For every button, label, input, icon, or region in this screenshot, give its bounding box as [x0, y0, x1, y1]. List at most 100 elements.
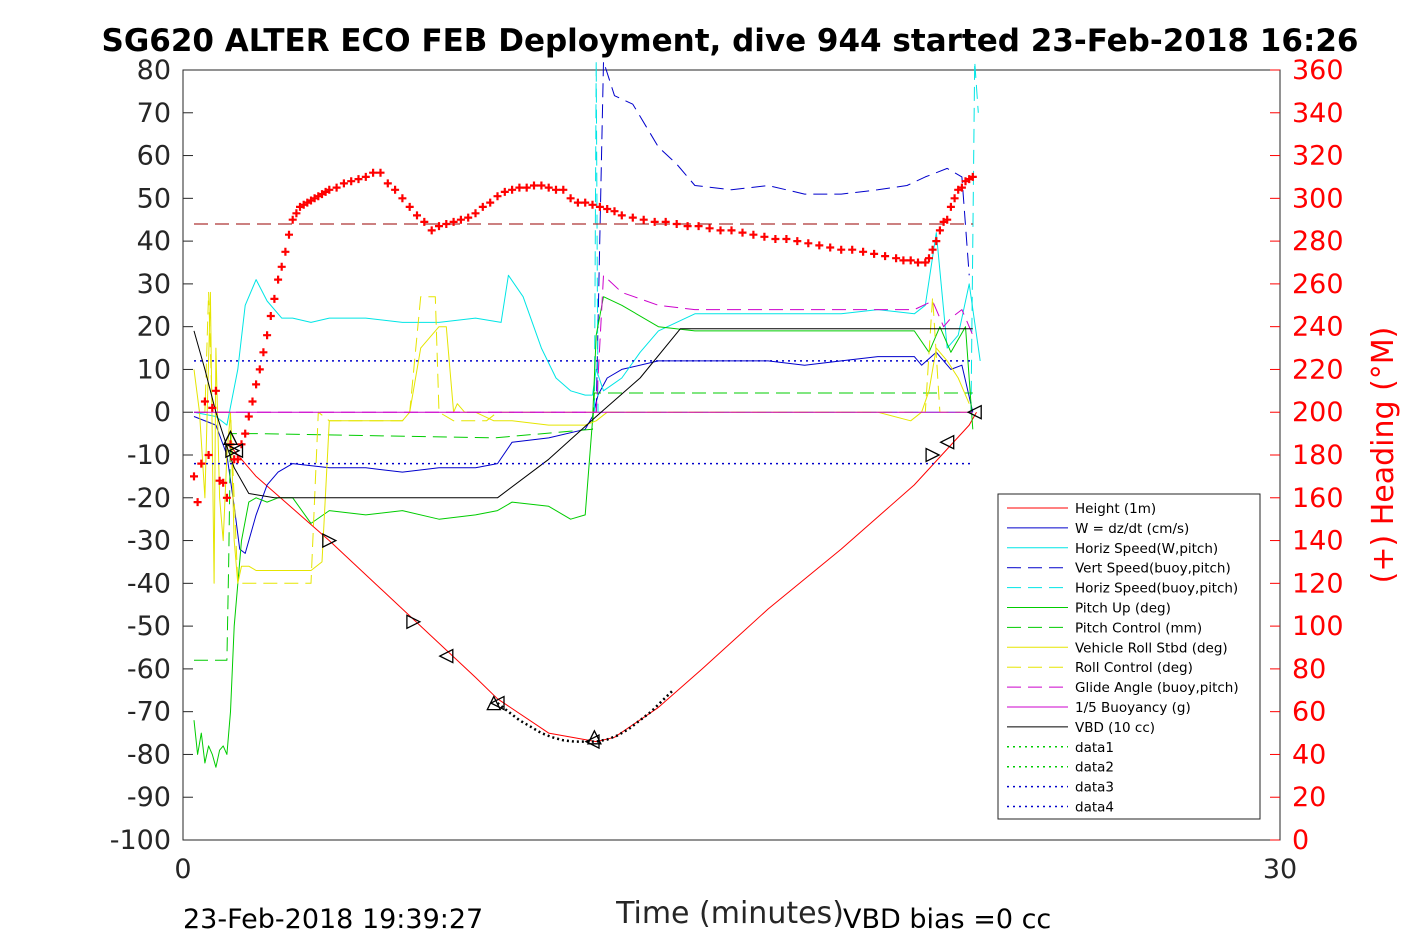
right-tick-label: 40	[1292, 739, 1326, 770]
heading-point	[405, 202, 414, 211]
heading-point	[943, 215, 952, 224]
series-height	[230, 411, 977, 743]
right-tick-label: 80	[1292, 654, 1326, 685]
heading-point	[369, 168, 378, 177]
triangle-marker	[438, 648, 454, 664]
legend-label: Horiz Speed(W,pitch)	[1075, 541, 1218, 557]
right-tick-label: 140	[1292, 526, 1344, 557]
heading-point	[398, 194, 407, 203]
triangle-marker	[228, 443, 244, 459]
heading-point	[705, 224, 714, 233]
heading-point	[515, 183, 524, 192]
left-tick-label: -40	[127, 568, 171, 599]
heading-point	[573, 198, 582, 207]
heading-point	[383, 179, 392, 188]
heading-layer	[190, 168, 977, 507]
heading-point	[738, 228, 747, 237]
left-tick-label: -10	[127, 440, 171, 471]
series-vspeed_buoy	[595, 60, 970, 413]
heading-point	[347, 177, 356, 186]
series-vbd	[193, 328, 973, 499]
heading-point	[252, 380, 261, 389]
heading-point	[292, 209, 301, 218]
left-tick-label: 80	[137, 55, 171, 86]
heading-point	[244, 412, 253, 421]
triangle-marker	[406, 614, 422, 630]
right-tick-label: 160	[1292, 483, 1344, 514]
left-tick-label: -70	[127, 697, 171, 728]
heading-point	[413, 211, 421, 220]
heading-point	[522, 183, 531, 192]
heading-point	[957, 183, 966, 192]
triangle-marker	[225, 443, 241, 459]
left-tick-label: -30	[127, 526, 171, 557]
heading-point	[672, 220, 681, 228]
legend-label: data2	[1075, 760, 1114, 776]
right-y-axis-label: (+) Heading (°M)	[1366, 327, 1401, 584]
heading-point	[661, 217, 670, 226]
heading-point	[727, 226, 736, 235]
triangle-marker	[939, 434, 955, 450]
left-tick-label: 0	[154, 397, 171, 428]
heading-point	[610, 207, 619, 216]
heading-point	[263, 331, 272, 340]
right-tick-label: 240	[1292, 312, 1344, 343]
heading-point	[200, 397, 209, 406]
chart-title: SG620 ALTER ECO FEB Deployment, dive 944…	[102, 23, 1359, 59]
series-pitch	[193, 296, 974, 768]
right-tick-label: 300	[1292, 183, 1344, 214]
heading-point	[471, 209, 480, 218]
legend-label: Pitch Up (deg)	[1075, 601, 1171, 617]
heading-point	[935, 226, 944, 235]
heading-point	[749, 230, 758, 239]
heading-point	[628, 213, 637, 222]
heading-point	[639, 215, 648, 224]
heading-point	[683, 222, 692, 231]
left-tick-label: -50	[127, 611, 171, 642]
legend-label: Glide Angle (buoy,pitch)	[1075, 680, 1239, 696]
heading-point	[617, 211, 626, 220]
legend-label: data1	[1075, 740, 1114, 756]
heading-point	[588, 200, 597, 209]
heading-point	[464, 213, 473, 222]
heading-point	[870, 249, 879, 258]
heading-point	[782, 235, 791, 243]
right-tick-label: 220	[1292, 354, 1344, 385]
heading-point	[456, 215, 465, 224]
left-tick-label: -90	[127, 782, 171, 813]
heading-point	[595, 202, 604, 211]
heading-point	[211, 386, 220, 395]
heading-point	[899, 256, 908, 265]
heading-point	[921, 258, 930, 267]
heading-point	[208, 403, 217, 412]
x-tick-label: 0	[174, 854, 191, 885]
right-tick-label: 360	[1292, 55, 1344, 86]
legend-label: Pitch Control (mm)	[1075, 620, 1202, 636]
heading-point	[837, 245, 846, 254]
heading-point	[259, 348, 268, 357]
left-y-axis: 80 70 60 50 40 30 20 10 0 -10 -20 -30 -40 -50 -60 -70 -8…	[110, 55, 193, 856]
triangle-marker	[222, 429, 239, 446]
heading-point	[925, 254, 933, 263]
legend-label: data4	[1075, 800, 1114, 816]
heading-point	[544, 183, 553, 192]
x-axis-label: Time (minutes)	[615, 896, 844, 931]
heading-point	[325, 185, 334, 194]
left-tick-label: 50	[137, 183, 171, 214]
heading-point	[255, 365, 264, 374]
right-tick-label: 280	[1292, 226, 1344, 257]
right-y-axis: 3603403203002802602402202001801601401201…	[1270, 55, 1344, 856]
right-tick-label: 100	[1292, 611, 1344, 642]
heading-point	[449, 217, 458, 226]
heading-point	[274, 275, 283, 284]
right-tick-label: 340	[1292, 98, 1344, 129]
legend-label: Height (1m)	[1075, 501, 1156, 517]
heading-point	[804, 239, 813, 248]
heading-point	[694, 222, 703, 231]
heading-point	[650, 217, 659, 226]
left-tick-label: 70	[137, 98, 171, 129]
heading-point	[420, 217, 429, 226]
heading-point	[241, 429, 250, 438]
heading-point	[914, 258, 922, 267]
left-tick-label: 40	[137, 226, 171, 257]
